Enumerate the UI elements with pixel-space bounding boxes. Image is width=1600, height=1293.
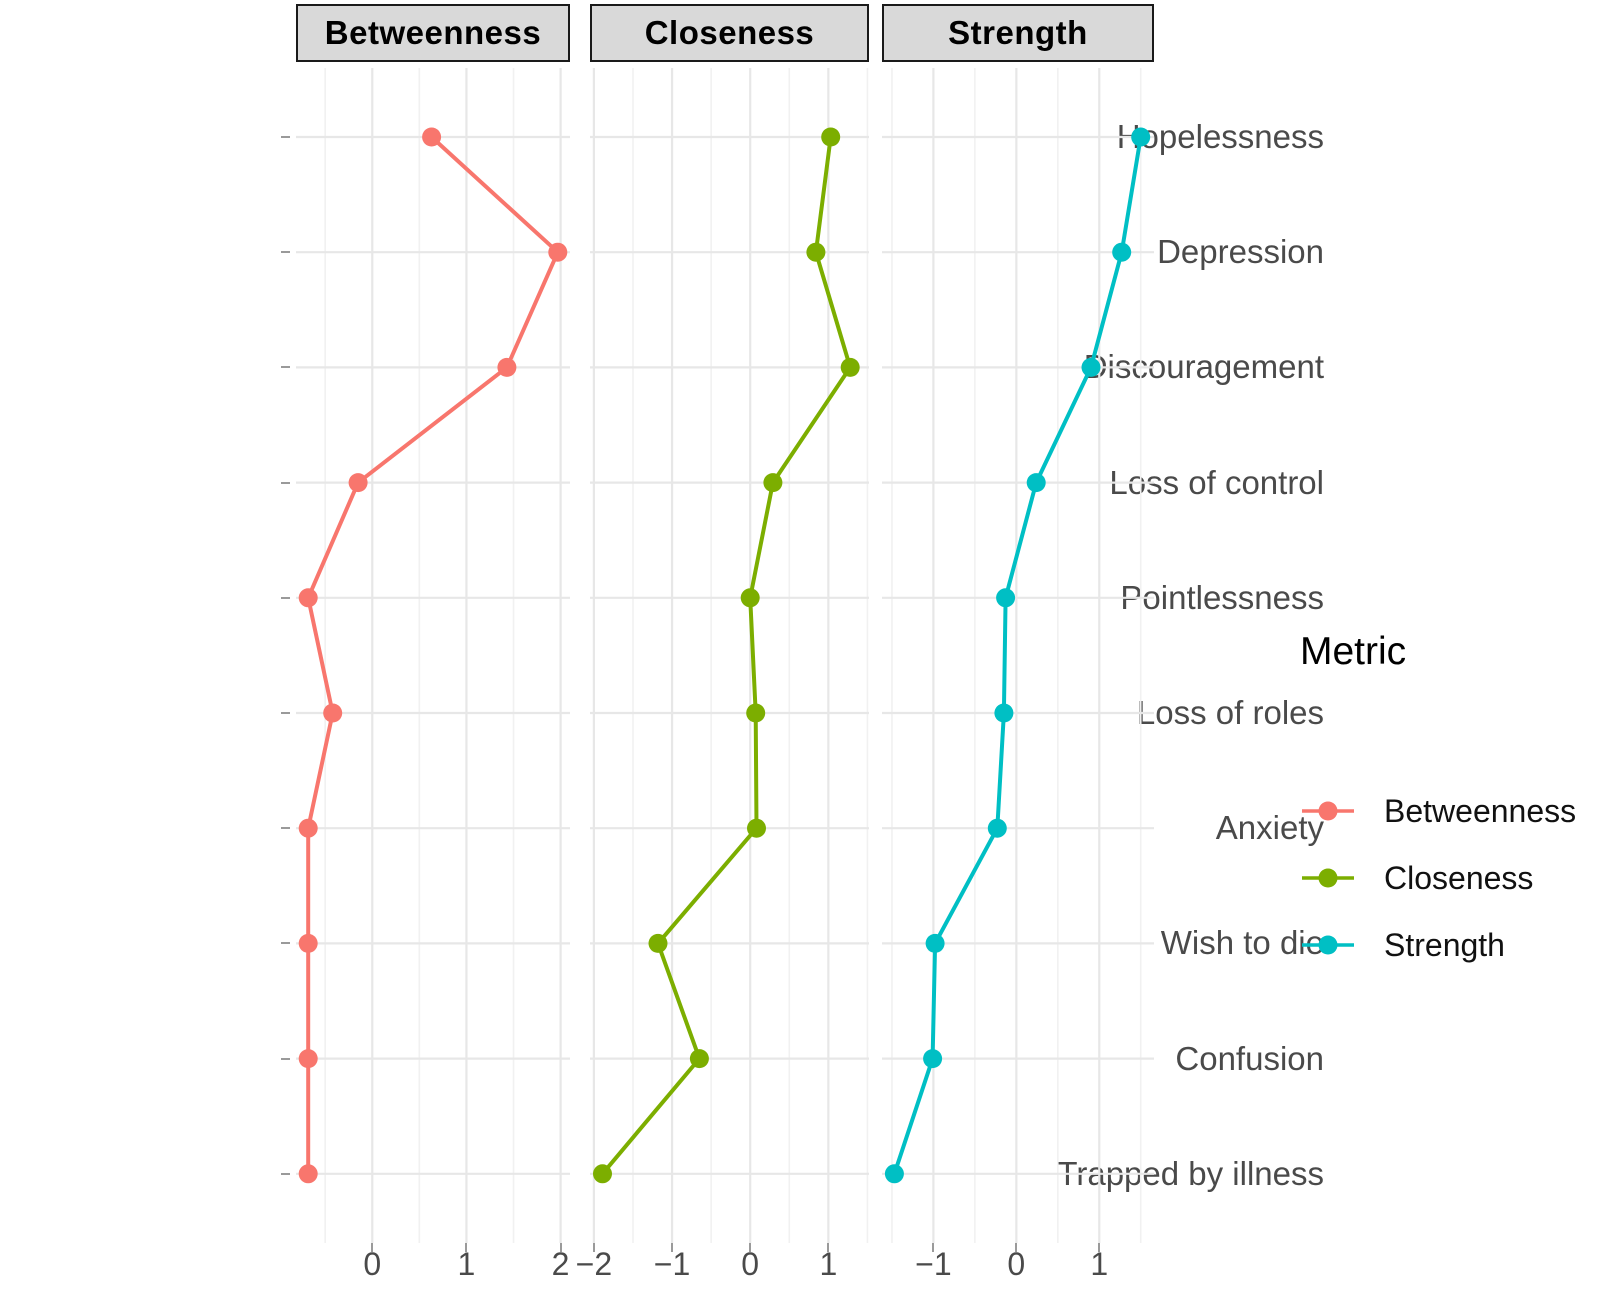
x-axis-tick <box>371 1243 374 1252</box>
legend-item-label: Strength <box>1384 926 1505 963</box>
data-point <box>1131 127 1151 147</box>
y-axis-tick <box>281 251 290 254</box>
x-axis-label: −1 <box>653 1246 691 1282</box>
data-point <box>740 588 760 608</box>
data-point <box>884 1164 904 1184</box>
y-axis-tick <box>281 827 290 830</box>
series-line-strength <box>892 136 1143 1175</box>
x-axis-tick <box>559 1243 562 1252</box>
x-axis-label: 1 <box>457 1246 476 1282</box>
data-point <box>994 703 1014 723</box>
legend-item-betweenness: Betweenness <box>1300 791 1576 831</box>
facet-panel-betweenness <box>296 68 570 1243</box>
data-point <box>763 473 783 493</box>
series-line-closeness <box>600 136 853 1176</box>
y-axis-tick <box>281 1172 290 1175</box>
data-point <box>298 588 318 608</box>
data-point <box>548 242 568 262</box>
y-axis-tick <box>281 481 290 484</box>
x-axis-label: 1 <box>819 1246 838 1282</box>
legend: Metric Betweenness Closeness Strength <box>1300 630 1590 963</box>
legend-item-closeness: Closeness <box>1300 858 1533 898</box>
legend-title: Metric <box>1300 630 1407 673</box>
y-axis-label: Anxiety <box>1215 809 1324 847</box>
x-axis-label: 0 <box>741 1246 760 1282</box>
data-point <box>298 1049 318 1069</box>
legend-item-label: Closeness <box>1384 859 1534 896</box>
data-point <box>1081 357 1101 377</box>
x-axis-label: 1 <box>1090 1246 1109 1282</box>
y-axis-label: Pointlessness <box>1120 578 1324 616</box>
x-axis-label: 0 <box>363 1246 382 1282</box>
data-point <box>298 818 318 838</box>
legend-key-icon <box>1302 868 1354 888</box>
y-axis-tick <box>281 136 290 138</box>
x-axis-tick <box>592 1243 595 1252</box>
y-axis-tick <box>281 942 290 945</box>
x-axis-tick <box>1015 1243 1018 1252</box>
y-axis-label: Depression <box>1157 233 1324 271</box>
facet-strip-closeness: Closeness <box>590 4 869 62</box>
legend-key-icon <box>1302 935 1354 955</box>
data-point <box>1026 473 1046 493</box>
data-point <box>806 242 826 262</box>
data-point <box>689 1049 709 1069</box>
y-axis-label: Confusion <box>1175 1039 1324 1077</box>
data-point <box>323 703 343 723</box>
data-point <box>298 933 318 953</box>
x-axis-tick <box>932 1243 935 1252</box>
data-point <box>987 818 1007 838</box>
data-point <box>348 473 368 493</box>
data-point <box>648 933 668 953</box>
data-point <box>923 1049 943 1069</box>
y-axis-tick <box>281 366 290 369</box>
data-point <box>996 588 1016 608</box>
y-axis-label: Wish to die <box>1160 924 1324 962</box>
x-axis-tick <box>749 1243 752 1252</box>
data-point <box>1112 242 1132 262</box>
y-axis-tick <box>281 1057 290 1060</box>
data-point <box>497 357 517 377</box>
x-axis-tick <box>465 1243 468 1252</box>
x-axis-label: −2 <box>575 1246 613 1282</box>
legend-key-icon <box>1302 801 1354 821</box>
facet-panel-closeness <box>590 68 869 1243</box>
facet-strip-strength: Strength <box>882 4 1154 62</box>
facet-strip-betweenness: Betweenness <box>296 4 570 62</box>
facet-panel-strength <box>882 68 1154 1243</box>
data-point <box>925 933 945 953</box>
x-axis-label: 2 <box>551 1246 570 1282</box>
data-point <box>840 357 860 377</box>
y-axis-label: Loss of roles <box>1136 694 1324 731</box>
x-axis-tick <box>827 1243 830 1252</box>
y-axis-tick <box>281 712 290 714</box>
data-point <box>747 818 766 838</box>
legend-item-strength: Strength <box>1300 925 1505 965</box>
data-point <box>746 703 766 723</box>
x-axis-tick <box>1098 1243 1101 1252</box>
series-line-betweenness <box>306 135 561 1174</box>
x-axis-label: −1 <box>915 1246 952 1282</box>
y-axis-tick <box>281 596 290 599</box>
data-point <box>593 1164 612 1184</box>
x-axis-label: 0 <box>1007 1246 1026 1282</box>
legend-item-label: Betweenness <box>1384 792 1577 829</box>
data-point <box>298 1164 318 1184</box>
data-point <box>422 127 442 147</box>
data-point <box>821 127 841 147</box>
x-axis-tick <box>671 1243 674 1252</box>
